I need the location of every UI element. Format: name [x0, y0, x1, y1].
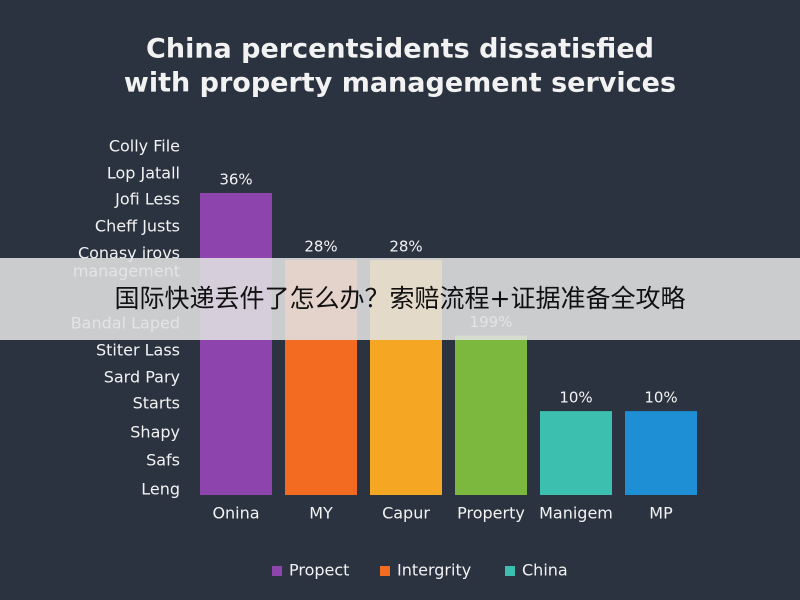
x-tick-label: Capur: [382, 504, 430, 523]
legend-label: Intergrity: [397, 561, 471, 580]
x-tick-label: Property: [457, 504, 525, 523]
x-tick-label: MY: [309, 504, 333, 523]
chart-title: China percentsidents dissatisfied: [146, 34, 654, 65]
bar: [200, 193, 272, 495]
y-label: Shapy: [130, 423, 180, 442]
bar: [455, 335, 527, 495]
y-label: Sard Pary: [104, 368, 180, 387]
value-label: 36%: [219, 171, 252, 189]
value-label: 10%: [644, 389, 677, 407]
y-label: Jofi Less: [114, 190, 180, 209]
y-label: Stiter Lass: [96, 341, 180, 360]
legend-swatch: [505, 566, 515, 576]
bar: [625, 411, 697, 495]
x-tick-label: Onina: [212, 504, 259, 523]
y-label: Safs: [146, 451, 180, 470]
legend-swatch: [272, 566, 282, 576]
legend-label: Propect: [289, 561, 349, 580]
y-label: Lop Jatall: [107, 164, 180, 183]
banner: [0, 258, 800, 340]
legend-label: China: [522, 561, 568, 580]
bar: [540, 411, 612, 495]
y-label: Cheff Justs: [95, 217, 180, 236]
y-label: Colly File: [109, 137, 180, 156]
legend-swatch: [380, 566, 390, 576]
x-tick-label: Manigem: [539, 504, 613, 523]
chart-title: with property management services: [124, 68, 676, 99]
y-label: Conasy irovs: [78, 244, 180, 263]
value-label: 28%: [304, 238, 337, 256]
x-tick-label: MP: [649, 504, 673, 523]
value-label: 10%: [559, 389, 592, 407]
banner-text: 国际快递丢件了怎么办？索赔流程+证据准备全攻略: [115, 284, 686, 313]
y-label: Leng: [141, 480, 180, 499]
y-label: Starts: [133, 394, 180, 413]
value-label: 28%: [389, 238, 422, 256]
